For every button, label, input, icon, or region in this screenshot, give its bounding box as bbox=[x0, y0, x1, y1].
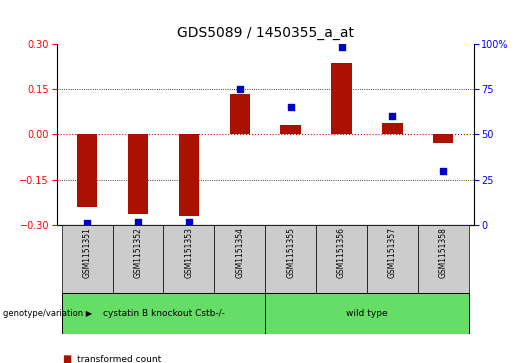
Bar bbox=[179, 134, 199, 216]
Bar bbox=[62, 225, 113, 293]
Text: transformed count: transformed count bbox=[77, 355, 162, 363]
Bar bbox=[433, 134, 453, 143]
Text: GSM1151355: GSM1151355 bbox=[286, 227, 295, 278]
Point bbox=[439, 168, 448, 174]
Text: GSM1151353: GSM1151353 bbox=[184, 227, 194, 278]
Point bbox=[286, 104, 295, 110]
Bar bbox=[128, 134, 148, 215]
Bar bbox=[331, 63, 352, 134]
Title: GDS5089 / 1450355_a_at: GDS5089 / 1450355_a_at bbox=[177, 26, 354, 40]
Text: GSM1151357: GSM1151357 bbox=[388, 227, 397, 278]
Text: cystatin B knockout Cstb-/-: cystatin B knockout Cstb-/- bbox=[102, 309, 225, 318]
Text: GSM1151358: GSM1151358 bbox=[439, 227, 448, 278]
Point bbox=[236, 86, 244, 92]
Point bbox=[388, 113, 397, 119]
Point bbox=[337, 44, 346, 50]
Bar bbox=[382, 123, 403, 134]
Bar bbox=[77, 134, 97, 207]
Bar bbox=[265, 225, 316, 293]
Bar bbox=[214, 225, 265, 293]
Text: genotype/variation ▶: genotype/variation ▶ bbox=[3, 309, 92, 318]
Text: GSM1151354: GSM1151354 bbox=[235, 227, 244, 278]
Text: GSM1151356: GSM1151356 bbox=[337, 227, 346, 278]
Point bbox=[185, 219, 193, 225]
Bar bbox=[62, 293, 265, 334]
Text: GSM1151351: GSM1151351 bbox=[83, 227, 92, 278]
Text: wild type: wild type bbox=[346, 309, 388, 318]
Bar bbox=[113, 225, 163, 293]
Bar bbox=[230, 94, 250, 134]
Point bbox=[83, 220, 91, 226]
Bar bbox=[163, 225, 214, 293]
Text: GSM1151352: GSM1151352 bbox=[133, 227, 143, 278]
Point bbox=[134, 219, 142, 225]
Bar bbox=[281, 125, 301, 134]
Bar bbox=[367, 225, 418, 293]
Bar bbox=[316, 225, 367, 293]
Text: ■: ■ bbox=[62, 354, 71, 363]
Bar bbox=[418, 225, 469, 293]
Bar bbox=[265, 293, 469, 334]
